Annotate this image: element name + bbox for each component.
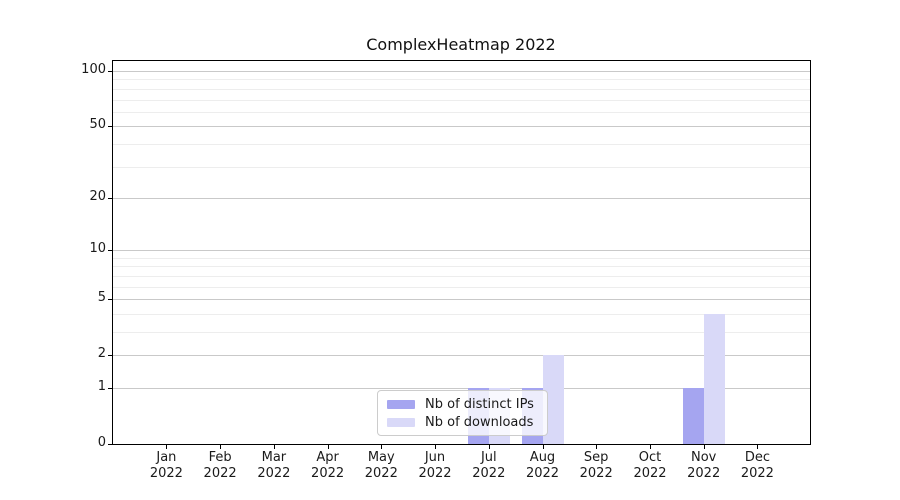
gridline-minor [113, 275, 810, 277]
x-tick-label-dec: Dec 2022 [740, 450, 774, 481]
gridline-major [113, 388, 810, 389]
gridline-major [113, 299, 810, 301]
x-tick-mark [273, 445, 275, 449]
x-tick-label-jan: Jan 2022 [149, 450, 183, 481]
y-tick-label: 50 [89, 117, 106, 133]
y-tick-mark [108, 355, 112, 357]
y-tick-mark [108, 197, 112, 199]
gridline-minor [113, 143, 810, 145]
legend-swatch-downloads [387, 417, 415, 427]
chart-title: ComplexHeatmap 2022 [366, 35, 556, 54]
gridline-major [113, 126, 810, 128]
y-tick-mark [108, 299, 112, 301]
y-tick-label: 20 [89, 188, 106, 204]
x-tick-mark [757, 445, 759, 449]
gridlines-layer [113, 61, 810, 444]
gridline-major [113, 355, 810, 357]
legend-swatch-distinct-ips [387, 399, 415, 409]
legend-item-distinct-ips: Nb of distinct IPs [387, 395, 538, 413]
y-tick-label: 0 [97, 435, 106, 450]
x-tick-label-aug: Aug 2022 [525, 450, 560, 481]
gridline-minor [113, 332, 810, 333]
x-tick-mark [650, 445, 651, 449]
x-tick-label-mar: Mar 2022 [257, 450, 291, 481]
x-tick-label-oct: Oct 2022 [633, 450, 667, 481]
x-tick-mark [435, 445, 436, 449]
x-tick-mark [381, 445, 383, 449]
bar-nov-downloads [703, 313, 725, 444]
x-tick-label-sep: Sep 2022 [579, 450, 613, 481]
x-tick-label-jul: Jul 2022 [472, 450, 506, 481]
y-tick-mark [108, 444, 112, 445]
gridline-minor [113, 88, 810, 90]
legend-item-downloads: Nb of downloads [387, 413, 538, 431]
x-tick-label-apr: Apr 2022 [311, 450, 345, 481]
gridline-minor [113, 166, 810, 168]
x-tick-mark [220, 445, 222, 449]
gridline-minor [113, 313, 810, 315]
gridline-minor [113, 266, 810, 268]
x-tick-mark [166, 445, 168, 449]
y-tick-mark [108, 126, 112, 128]
legend: Nb of distinct IPs Nb of downloads [377, 390, 548, 436]
gridline-minor [113, 286, 810, 288]
legend-label-distinct-ips: Nb of distinct IPs [425, 396, 534, 412]
x-tick-mark [488, 445, 490, 449]
gridline-major [113, 71, 810, 72]
plot-area: Nb of distinct IPs Nb of downloads [108, 60, 811, 449]
y-tick-label: 5 [97, 290, 106, 306]
bar-nov-distinct-ips [682, 388, 704, 444]
x-tick-label-feb: Feb 2022 [203, 450, 237, 481]
x-tick-label-jun: Jun 2022 [418, 450, 452, 481]
gridline-major [113, 250, 810, 252]
legend-label-downloads: Nb of downloads [425, 414, 534, 430]
gridline-major [113, 197, 810, 199]
x-tick-mark [542, 445, 544, 449]
gridline-minor [113, 111, 810, 113]
y-tick-label: 1 [97, 379, 106, 394]
x-tick-mark [327, 445, 329, 449]
x-tick-mark [703, 445, 705, 449]
y-tick-mark [108, 250, 112, 252]
bars-layer [113, 61, 810, 444]
gridline-minor [113, 257, 810, 259]
y-tick-mark [108, 388, 112, 389]
gridline-minor [113, 99, 810, 101]
x-tick-label-nov: Nov 2022 [687, 450, 721, 481]
y-tick-label: 100 [81, 62, 106, 77]
x-tick-label-may: May 2022 [364, 450, 398, 481]
y-tick-label: 10 [89, 241, 106, 257]
x-tick-mark [596, 445, 598, 449]
y-tick-label: 2 [97, 346, 106, 362]
y-tick-mark [108, 71, 112, 72]
gridline-minor [113, 79, 810, 81]
